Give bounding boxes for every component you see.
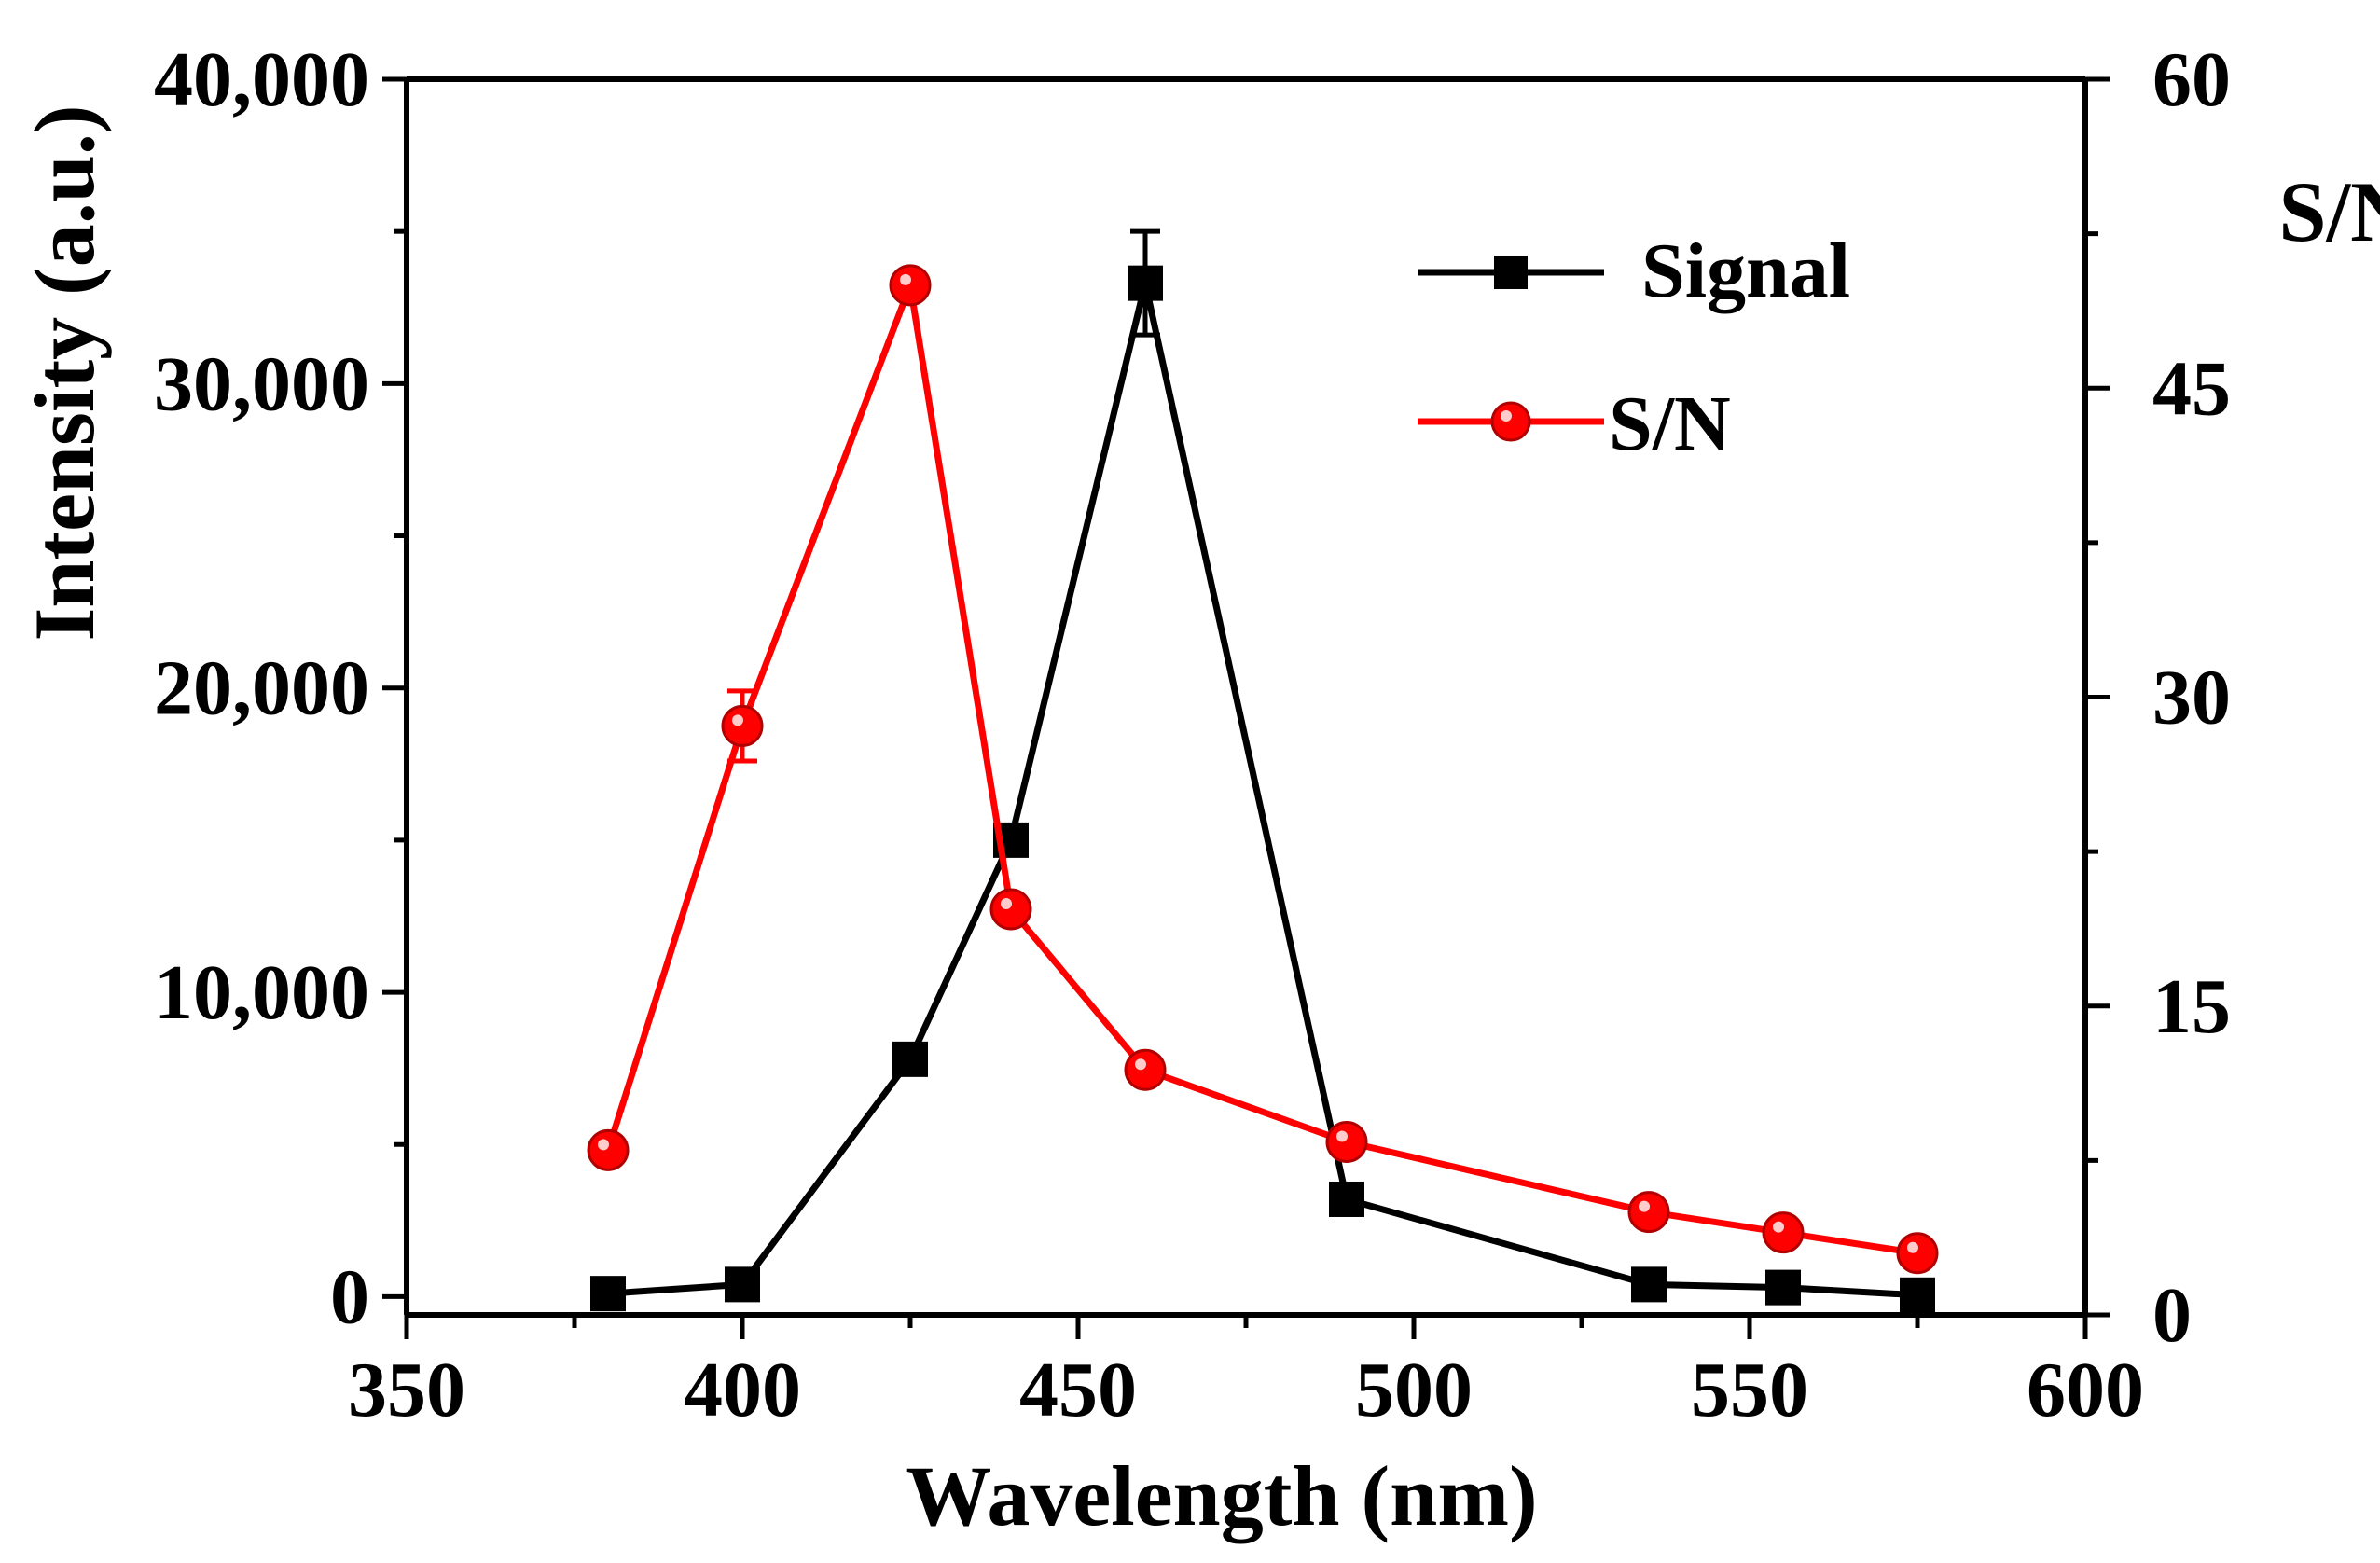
- sn-point-highlight: [598, 1139, 609, 1151]
- y2-tick-label: 60: [2152, 36, 2231, 123]
- signal-point: [1329, 1181, 1364, 1217]
- sn-point: [889, 264, 932, 307]
- signal-point: [1765, 1269, 1801, 1306]
- sn-point: [1325, 1121, 1368, 1163]
- sn-point: [587, 1128, 630, 1171]
- y-tick-label: 20,000: [154, 645, 369, 732]
- plot-area: [587, 228, 1939, 1313]
- sn-point: [1627, 1191, 1670, 1234]
- sn-point-highlight: [1336, 1130, 1348, 1142]
- y2-tick-label: 0: [2152, 1272, 2192, 1359]
- sn-point: [1124, 1048, 1167, 1091]
- signal-point: [1631, 1266, 1667, 1303]
- sn-point: [989, 888, 1032, 931]
- y2-tick-label: 45: [2152, 345, 2231, 432]
- signal-point: [1128, 265, 1163, 301]
- y2-tick-label: 15: [2152, 963, 2231, 1050]
- x-tick-label: 600: [2027, 1347, 2144, 1433]
- y-tick-label: 0: [330, 1253, 369, 1340]
- sn-point: [1896, 1232, 1939, 1275]
- legend-sn-label: S/N: [1609, 380, 1731, 467]
- y-tick-label: 10,000: [154, 949, 369, 1036]
- legend-signal-label: Signal: [1641, 228, 1850, 314]
- signal-point: [725, 1266, 760, 1303]
- sn-point-highlight: [1135, 1058, 1146, 1071]
- x-tick-label: 550: [1691, 1347, 1808, 1433]
- sn-point: [1762, 1211, 1805, 1254]
- y-tick-label: 40,000: [154, 36, 369, 123]
- sn-point-highlight: [1907, 1241, 1918, 1253]
- x-tick-label: 400: [684, 1347, 801, 1433]
- y-axis-title: Intensity (a.u.): [17, 104, 112, 641]
- sn-point: [721, 704, 764, 747]
- sn-point-highlight: [732, 714, 743, 726]
- sn-point-highlight: [1001, 897, 1012, 909]
- x-tick-label: 450: [1019, 1347, 1137, 1433]
- axes: 350 400 450 500 550 600010,00020,00030,00040,…: [154, 36, 2231, 1433]
- sn-point-highlight: [900, 273, 911, 285]
- y-tick-label: 30,000: [154, 340, 369, 427]
- x-axis-title: Wavelength (nm): [906, 1448, 1537, 1543]
- signal-point: [892, 1041, 928, 1077]
- x-tick-label: 500: [1355, 1347, 1473, 1433]
- legend-sn-marker: [1490, 401, 1531, 442]
- x-tick-label: 350: [348, 1347, 465, 1433]
- sn-point-highlight: [1639, 1200, 1650, 1212]
- y2-tick-label: 30: [2152, 655, 2231, 741]
- sn-point-highlight: [1773, 1221, 1784, 1233]
- legend-signal-marker: [1494, 256, 1528, 289]
- signal-point: [1900, 1277, 1935, 1313]
- legend: Signal S/N: [1418, 228, 1850, 467]
- y2-axis-title: S/N: [2278, 164, 2380, 259]
- legend-sn-marker-highlight: [1501, 410, 1512, 422]
- signal-point: [590, 1276, 626, 1312]
